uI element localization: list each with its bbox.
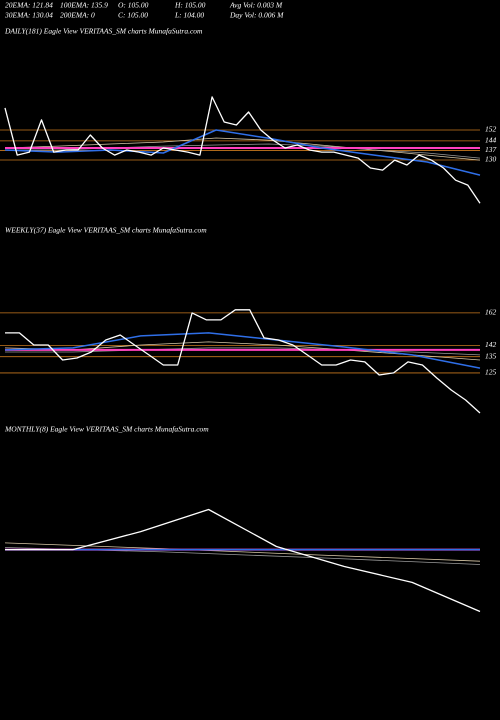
series-line <box>5 347 481 356</box>
header-stat: 20EMA: 121.84 <box>5 1 53 10</box>
series-line <box>4 341 481 361</box>
y-tick-label: 130 <box>485 155 497 164</box>
y-tick-label: 135 <box>485 351 497 360</box>
panel-title: DAILY(181) Eagle View VERITAAS_SM charts… <box>4 27 203 36</box>
series-line <box>4 137 481 161</box>
series-line <box>4 129 481 176</box>
header-stat: Avg Vol: 0.003 M <box>229 1 283 10</box>
header-stat: H: 105.00 <box>174 1 206 10</box>
y-tick-label: 144 <box>485 136 497 145</box>
header-stat: 100EMA: 135.9 <box>60 1 108 10</box>
y-tick-label: 137 <box>485 145 497 154</box>
series-line <box>4 332 481 369</box>
y-tick-label: 152 <box>485 125 497 134</box>
header-stat: 30EMA: 130.04 <box>4 11 53 20</box>
series-line <box>4 542 481 562</box>
header-stat: O: 105.00 <box>118 1 149 10</box>
y-tick-label: 162 <box>485 308 497 317</box>
panel-title: WEEKLY(37) Eagle View VERITAAS_SM charts… <box>5 226 207 235</box>
y-tick-label: 142 <box>485 340 497 349</box>
series-line <box>5 508 481 613</box>
y-tick-label: 125 <box>485 368 497 377</box>
series-line <box>4 96 481 204</box>
panel-title: MONTHLY(8) Eagle View VERITAAS_SM charts… <box>4 425 209 434</box>
header-stat: 200EMA: 0 <box>60 11 95 20</box>
header-stat: Day Vol: 0.006 M <box>229 11 284 20</box>
header-stat: C: 105.00 <box>118 11 148 20</box>
series-line <box>5 309 481 414</box>
header-stat: L: 104.00 <box>174 11 204 20</box>
